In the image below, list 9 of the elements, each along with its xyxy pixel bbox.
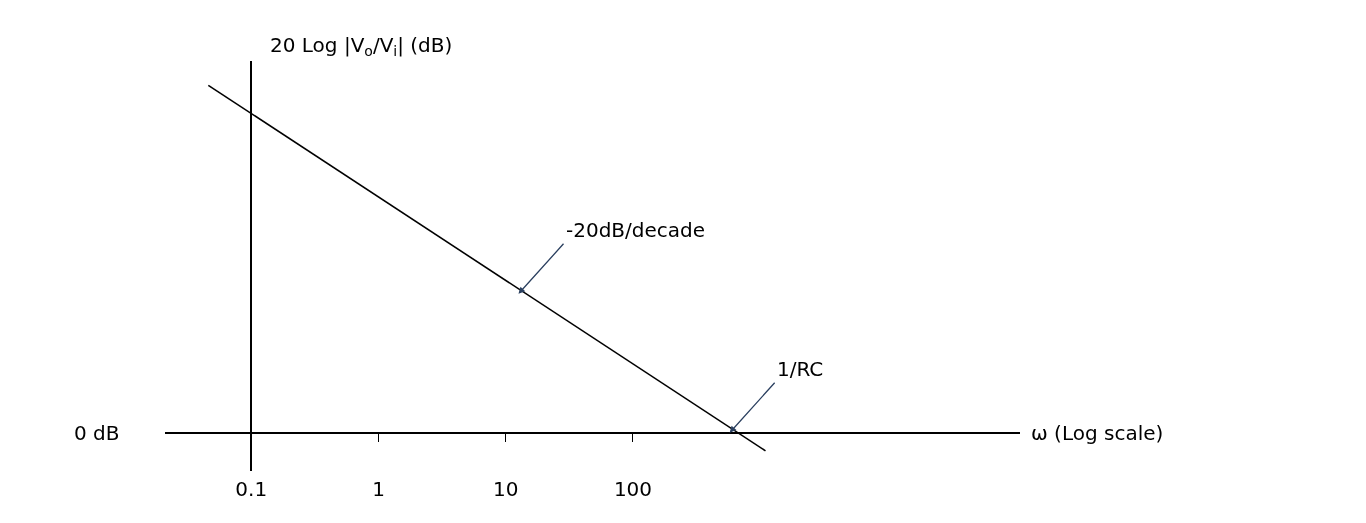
annotation: 1/RC [777, 357, 824, 381]
x-tick-label: 1 [372, 476, 385, 501]
x-tick-label: 0.1 [235, 476, 268, 501]
x-tick-label: 100 [613, 476, 653, 501]
x-tick-label: 10 [493, 476, 519, 501]
text: 0 dB [74, 421, 120, 445]
y-axis-title: 20 Log |V$_{o}$/V$_{i}$| (dB) [270, 33, 453, 60]
annotation: -20dB/decade [566, 218, 706, 242]
x-axis-title: ω (Log scale) [1031, 421, 1164, 445]
